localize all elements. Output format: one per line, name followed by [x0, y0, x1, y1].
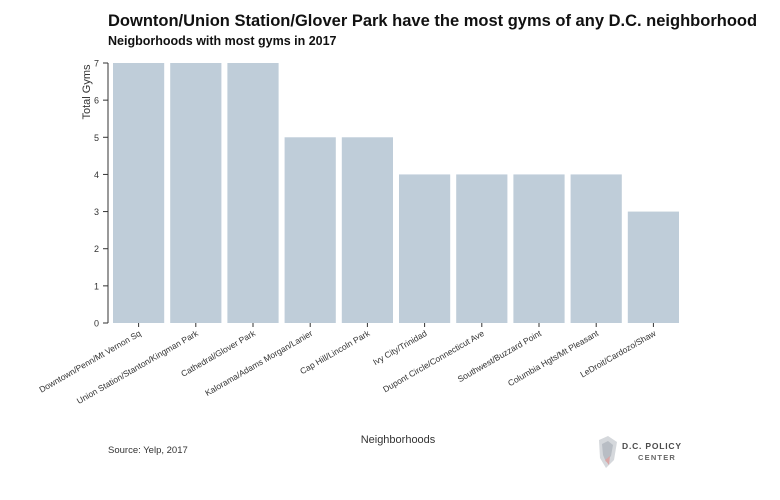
- dc-policy-center-logo: D.C. POLICY CENTER: [596, 436, 686, 470]
- bar-6: [399, 174, 451, 323]
- bar-9: [570, 174, 622, 323]
- source-note: Source: Yelp, 2017: [108, 445, 188, 456]
- chart-subtitle: Neigborhoods with most gyms in 2017: [108, 34, 337, 48]
- bar-2: [170, 63, 222, 323]
- x-tick-label: Ivy City/Trinidad: [371, 328, 429, 367]
- dc-map-icon: [599, 436, 617, 468]
- bar-10: [627, 211, 679, 323]
- logo-line-1: D.C. POLICY: [622, 441, 682, 451]
- y-tick-label: 3: [94, 207, 99, 217]
- bars-group: [113, 63, 679, 323]
- x-tick-label: Columbia Hgts/Mt Pleasant: [506, 328, 601, 388]
- logo-text: D.C. POLICY CENTER: [622, 440, 682, 464]
- y-tick-label: 2: [94, 244, 99, 254]
- y-tick-label: 0: [94, 319, 99, 329]
- y-tick-label: 4: [94, 170, 99, 180]
- bar-7: [456, 174, 508, 323]
- bar-5: [341, 137, 393, 323]
- chart-title: Downton/Union Station/Glover Park have t…: [108, 12, 758, 30]
- bar-8: [513, 174, 565, 323]
- y-axis: 0 1 2 3 4 5 6 7: [94, 59, 109, 329]
- bar-1: [113, 63, 165, 323]
- bar-3: [227, 63, 279, 323]
- y-tick-label: 1: [94, 281, 99, 291]
- logo-line-2: CENTER: [638, 453, 677, 462]
- y-axis-label: Total Gyms: [81, 64, 93, 120]
- x-tick-label: Kalorama/Adams Morgan/Lanier: [203, 328, 314, 398]
- x-axis-label: Neighborhoods: [361, 434, 436, 446]
- y-tick-label: 6: [94, 96, 99, 106]
- y-tick-label: 5: [94, 133, 99, 143]
- x-tick-label: Downtown/Penn/Mt Vernon Sq: [37, 328, 142, 395]
- x-tick-label: Dupont Circle/Connecticut Ave: [381, 328, 486, 394]
- y-tick-label: 7: [94, 59, 99, 69]
- bar-4: [284, 137, 336, 323]
